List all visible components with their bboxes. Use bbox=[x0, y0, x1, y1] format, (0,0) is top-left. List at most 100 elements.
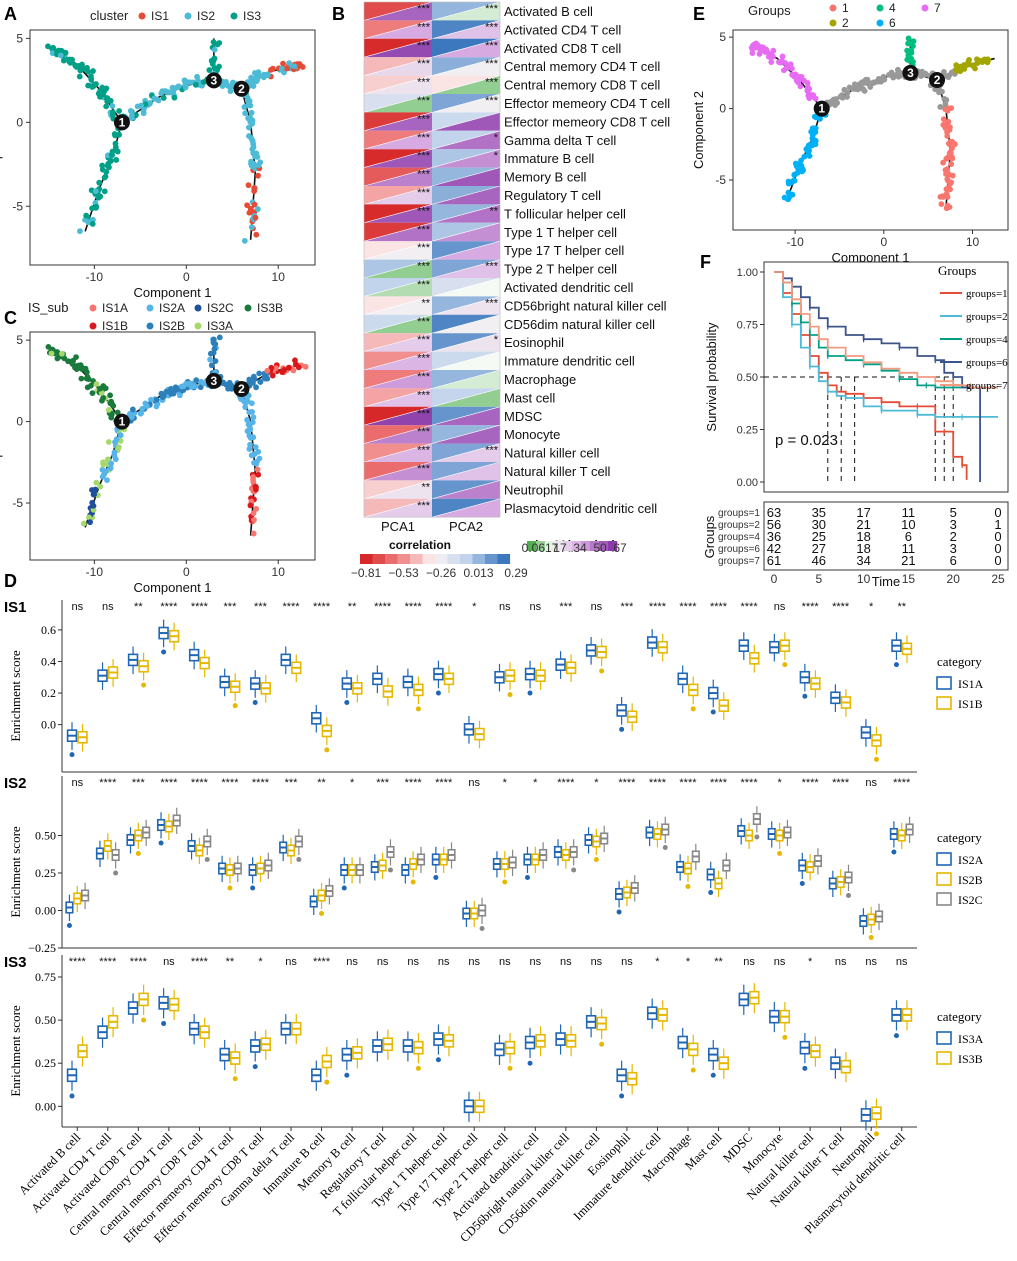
branch-node-3 bbox=[205, 372, 222, 389]
pvalue-legend-tick: 34 bbox=[573, 541, 587, 555]
x-tick-label: 15 bbox=[902, 572, 916, 586]
cell-point bbox=[107, 465, 114, 471]
correlation-gradient-step bbox=[447, 554, 461, 564]
heatmap-row-label: Neutrophil bbox=[504, 482, 563, 497]
cell-point bbox=[284, 65, 291, 72]
cell-diagonal bbox=[431, 240, 501, 260]
significance-label: **** bbox=[832, 777, 850, 789]
risk-count: 0 bbox=[994, 529, 1001, 544]
pca1-significance: *** bbox=[417, 463, 431, 475]
box-outlier bbox=[777, 851, 783, 856]
cell-point bbox=[801, 153, 808, 160]
correlation-gradient-step bbox=[422, 554, 436, 564]
box-outlier bbox=[232, 1076, 238, 1082]
box-outlier bbox=[571, 867, 577, 873]
cell-point bbox=[166, 89, 173, 96]
cell-point bbox=[210, 339, 217, 346]
cell-point bbox=[100, 91, 107, 98]
significance-label: **** bbox=[221, 777, 239, 789]
cell-point bbox=[812, 95, 819, 102]
heatmap-row-label: T follicular helper cell bbox=[504, 206, 626, 221]
box-outlier bbox=[893, 662, 899, 668]
significance-label: *** bbox=[254, 601, 268, 613]
correlation-heatmap: *** *** Activated B cell*** *** Activated CD… bbox=[351, 1, 670, 580]
significance-label: **** bbox=[191, 777, 209, 789]
cell-point bbox=[245, 182, 252, 189]
panel-label-d: D bbox=[4, 571, 17, 591]
cell-point bbox=[253, 150, 260, 157]
significance-label: ns bbox=[438, 956, 450, 968]
pca1-significance: *** bbox=[417, 169, 431, 181]
risk-count: 35 bbox=[812, 505, 826, 520]
significance-label: ns bbox=[468, 956, 480, 968]
cell-point bbox=[945, 118, 952, 125]
heatmap-row-label: CD56dim natural killer cell bbox=[504, 317, 655, 332]
pca2-significance: *** bbox=[485, 40, 499, 52]
risk-count: 21 bbox=[856, 517, 870, 532]
cell-point bbox=[242, 404, 249, 410]
branch-node-1 bbox=[813, 100, 830, 117]
cell-point bbox=[92, 188, 99, 195]
cell-point bbox=[228, 385, 235, 392]
heatmap-row-label: Regulatory T cell bbox=[504, 188, 601, 203]
y-tick-label: -5 bbox=[12, 199, 23, 213]
pca1-significance: *** bbox=[417, 77, 431, 89]
cell-point bbox=[99, 466, 106, 473]
box-outlier bbox=[799, 881, 805, 886]
cell-point bbox=[281, 366, 288, 373]
cell-diagonal bbox=[363, 185, 433, 205]
cell-point bbox=[905, 35, 912, 42]
heatmap-row-label: Effector memeory CD8 T cell bbox=[504, 114, 670, 129]
cell-diagonal bbox=[431, 406, 501, 426]
branch-node-label: 2 bbox=[934, 73, 941, 87]
y-axis-title: Enrichment score bbox=[8, 1005, 23, 1097]
cell-point bbox=[255, 448, 262, 455]
significance-label: * bbox=[594, 777, 599, 789]
cell-point bbox=[801, 77, 807, 84]
correlation-gradient-step bbox=[410, 554, 423, 564]
y-axis-title: Component 2 bbox=[0, 407, 3, 485]
panel-label-a: A bbox=[4, 4, 17, 24]
cell-diagonal bbox=[431, 259, 501, 279]
branch-node-label: 2 bbox=[238, 382, 245, 396]
cell-point bbox=[251, 201, 258, 208]
cell-point bbox=[256, 370, 263, 377]
cell-point bbox=[257, 378, 264, 385]
cell-point bbox=[108, 151, 115, 158]
heatmap-row-label: Type 2 T helper cell bbox=[504, 262, 617, 277]
cell-point bbox=[102, 385, 109, 392]
significance-label: ns bbox=[865, 956, 877, 968]
pca1-significance: *** bbox=[417, 426, 431, 438]
survival-curve bbox=[774, 271, 998, 418]
pca1-significance: *** bbox=[417, 95, 431, 107]
pvalue-gradient-step bbox=[581, 541, 591, 551]
legend-label: IS2B bbox=[958, 873, 983, 887]
cell-point bbox=[89, 84, 96, 90]
cell-diagonal bbox=[363, 38, 433, 58]
risk-count: 1 bbox=[994, 517, 1001, 532]
cell-point bbox=[73, 354, 79, 361]
heatmap-row-label: Type 1 T helper cell bbox=[504, 225, 617, 240]
cell-point bbox=[250, 510, 257, 517]
box-outlier bbox=[479, 926, 485, 931]
pvalue-gradient-step bbox=[608, 541, 618, 551]
heatmap-row-label: Central memory CD4 T cell bbox=[504, 59, 660, 74]
cell-point bbox=[193, 377, 200, 384]
significance-label: ns bbox=[377, 956, 389, 968]
risk-count: 63 bbox=[767, 505, 781, 520]
legend-title: IS_sub bbox=[28, 300, 68, 315]
cell-point bbox=[241, 237, 248, 244]
cell-point bbox=[947, 139, 954, 145]
pvalue-gradient-step bbox=[545, 541, 555, 551]
cell-diagonal bbox=[363, 75, 433, 95]
cell-point bbox=[101, 188, 108, 195]
cell-point bbox=[908, 47, 915, 54]
heatmap-row-label: Type 17 T helper cell bbox=[504, 243, 624, 258]
y-tick-label: 0.0 bbox=[41, 718, 56, 732]
cell-point bbox=[794, 169, 801, 176]
risk-count: 34 bbox=[856, 553, 870, 568]
correlation-legend-tick: 0.013 bbox=[463, 566, 493, 580]
cell-diagonal bbox=[363, 369, 433, 389]
cell-point bbox=[198, 378, 205, 385]
y-tick-label: 1.00 bbox=[737, 267, 758, 279]
